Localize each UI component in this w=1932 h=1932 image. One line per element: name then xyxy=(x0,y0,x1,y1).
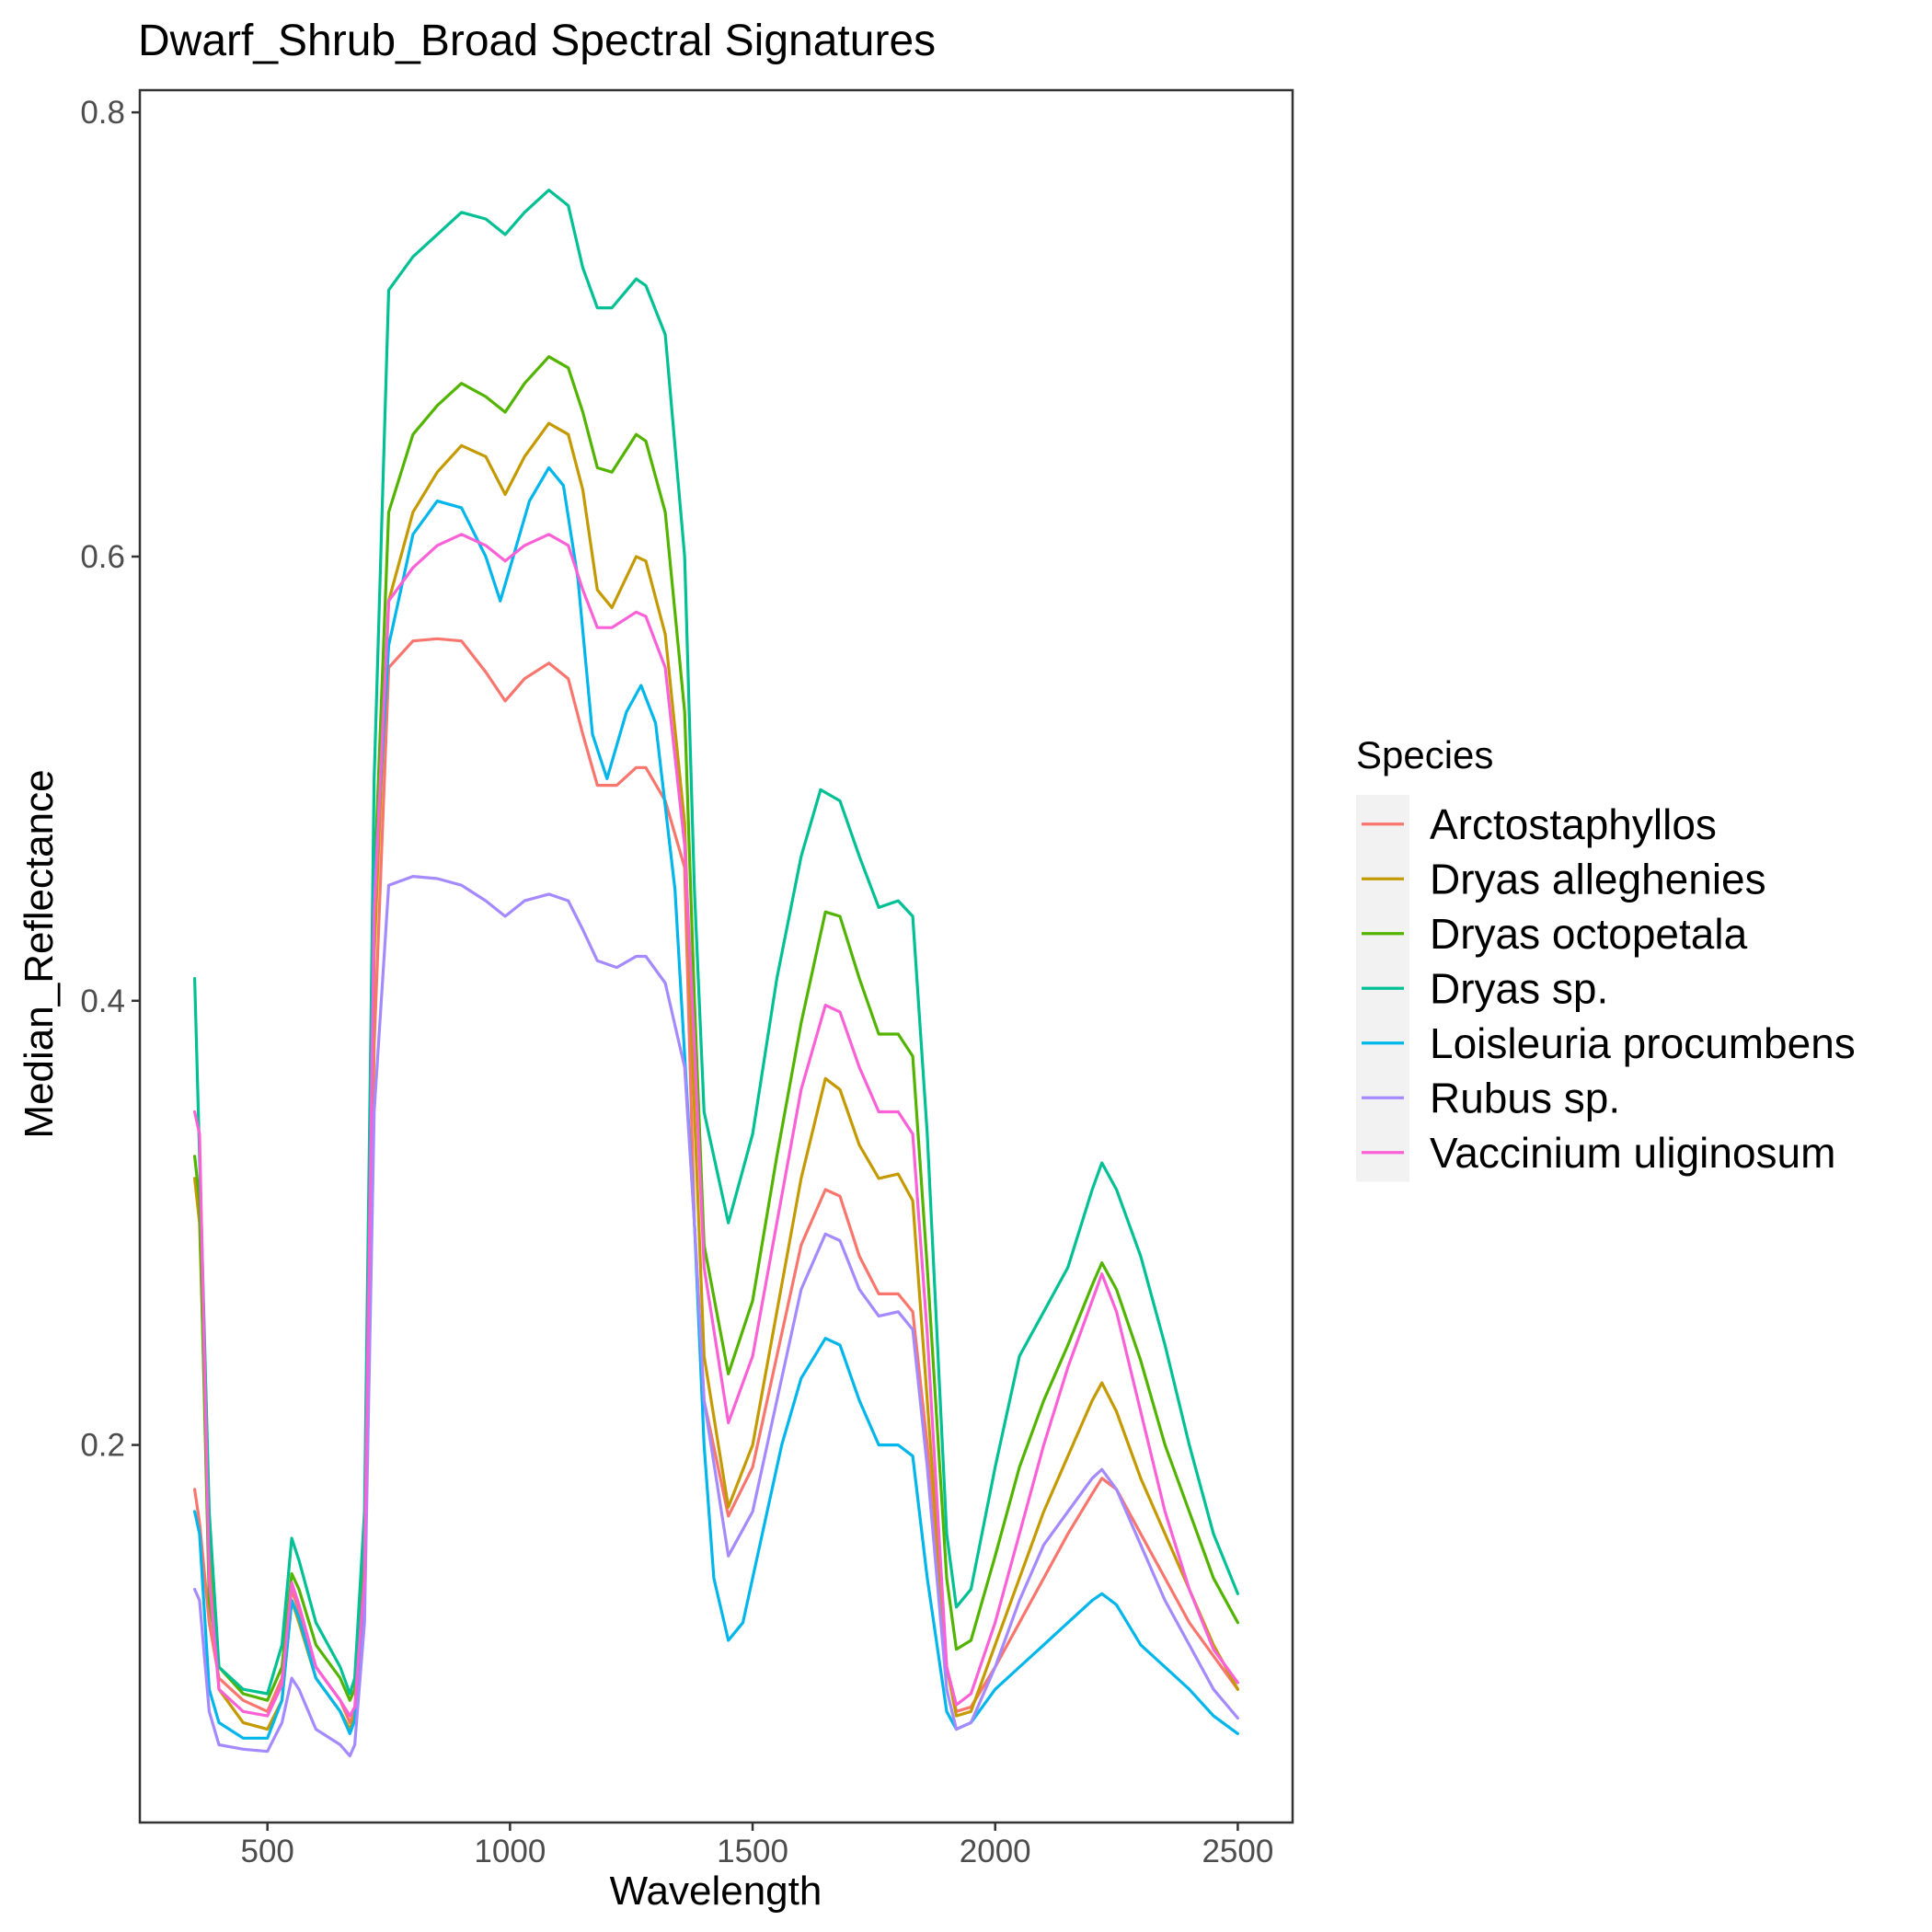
legend-label: Vaccinium uliginosum xyxy=(1430,1129,1835,1177)
series-lines xyxy=(193,189,1239,1758)
series-line-loisleuria-procumbens xyxy=(193,466,1239,1740)
x-tick-label: 1500 xyxy=(717,1834,788,1869)
series-line-dryas-alleghenies xyxy=(193,421,1239,1731)
legend-label: Dryas sp. xyxy=(1430,964,1608,1012)
series-line-dryas-octopetala xyxy=(193,355,1239,1702)
series-line-dryas-sp xyxy=(193,189,1239,1696)
legend: Species Arctostaphyllos Dryas alleghenies… xyxy=(1356,733,1856,1182)
x-tick-label: 2000 xyxy=(960,1834,1031,1869)
legend-label: Loisleuria procumbens xyxy=(1430,1019,1856,1067)
series-line-rubus-sp xyxy=(193,875,1239,1758)
x-axis: 500 1000 1500 2000 2500 xyxy=(240,1823,1273,1869)
chart-title: Dwarf_Shrub_Broad Spectral Signatures xyxy=(138,17,936,65)
y-tick-label: 0.2 xyxy=(80,1428,125,1464)
x-tick-label: 500 xyxy=(240,1834,293,1869)
plot-panel xyxy=(138,88,1294,1824)
legend-label: Rubus sp. xyxy=(1430,1074,1620,1121)
legend-title: Species xyxy=(1356,733,1493,776)
y-tick-label: 0.6 xyxy=(80,539,125,575)
y-tick-label: 0.4 xyxy=(80,983,125,1019)
panel-border xyxy=(138,88,1294,1824)
series-line-arctostaphyllos xyxy=(193,637,1239,1724)
y-axis-title: Median_Reflectance xyxy=(17,769,62,1138)
y-axis: 0.2 0.4 0.6 0.8 xyxy=(80,95,140,1464)
legend-label: Arctostaphyllos xyxy=(1430,800,1717,848)
y-tick-label: 0.8 xyxy=(80,95,125,131)
x-tick-label: 2500 xyxy=(1202,1834,1273,1869)
legend-label: Dryas alleghenies xyxy=(1430,855,1766,903)
x-tick-label: 1000 xyxy=(474,1834,546,1869)
x-axis-title: Wavelength xyxy=(610,1869,822,1914)
series-line-vaccinium-uliginosum xyxy=(193,533,1239,1718)
legend-label: Dryas octopetala xyxy=(1430,910,1748,958)
